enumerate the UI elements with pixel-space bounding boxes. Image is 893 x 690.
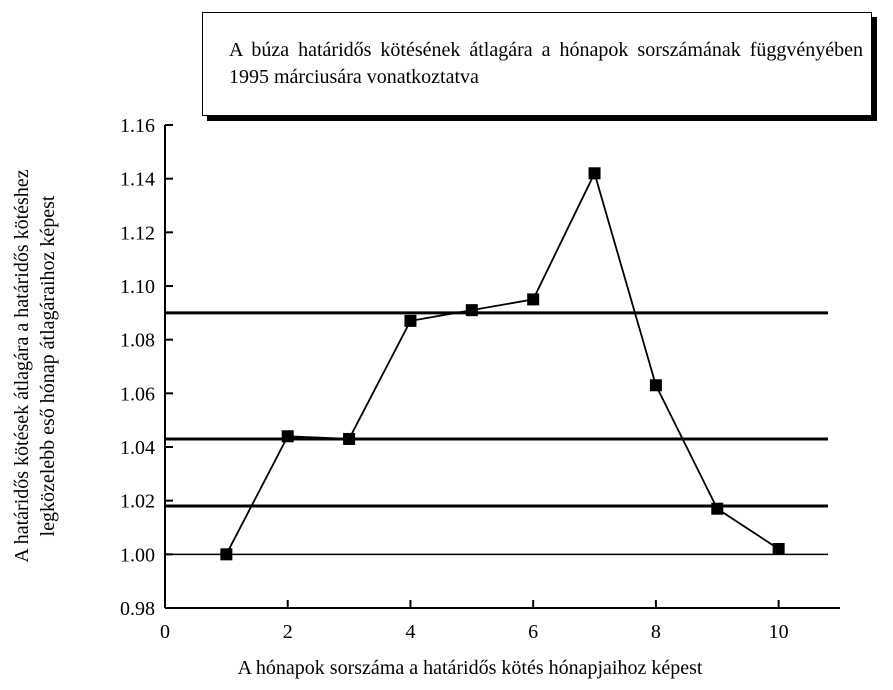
data-point (343, 432, 356, 445)
x-tick-label: 10 (769, 621, 789, 643)
y-tick-label: 1.16 (120, 115, 155, 137)
y-tick-label: 1.06 (120, 383, 155, 405)
data-point (588, 167, 601, 180)
x-tick-label: 8 (651, 621, 661, 643)
y-tick-label: 0.98 (120, 598, 155, 620)
y-tick-label: 1.00 (120, 544, 155, 566)
y-axis-label: A határidős kötések átlagára a határidős… (11, 169, 33, 562)
y-tick-label: 1.08 (120, 330, 155, 352)
data-point (649, 379, 662, 392)
data-point (527, 293, 540, 306)
x-tick-label: 2 (283, 621, 293, 643)
y-tick-label: 1.10 (120, 276, 155, 298)
series-line (225, 170, 780, 555)
data-point (465, 304, 478, 317)
chart-title: A búza határidős kötésének átlagára a hó… (202, 12, 872, 116)
y-tick-label: 1.04 (120, 437, 155, 459)
y-axis-label: legközelebb eső hónap átlagáraihoz képes… (37, 195, 59, 536)
x-tick-label: 6 (528, 621, 538, 643)
y-tick-label: 1.14 (120, 169, 155, 191)
data-point (772, 542, 785, 555)
y-tick-label: 1.02 (120, 491, 155, 513)
x-axis-label: A hónapok sorszáma a határidős kötés hón… (238, 657, 703, 679)
data-point (281, 430, 294, 443)
data-point (220, 548, 233, 561)
x-tick-label: 0 (160, 621, 170, 643)
y-tick-label: 1.12 (120, 222, 155, 244)
data-point (711, 502, 724, 515)
data-point (404, 314, 417, 327)
x-tick-label: 4 (405, 621, 415, 643)
